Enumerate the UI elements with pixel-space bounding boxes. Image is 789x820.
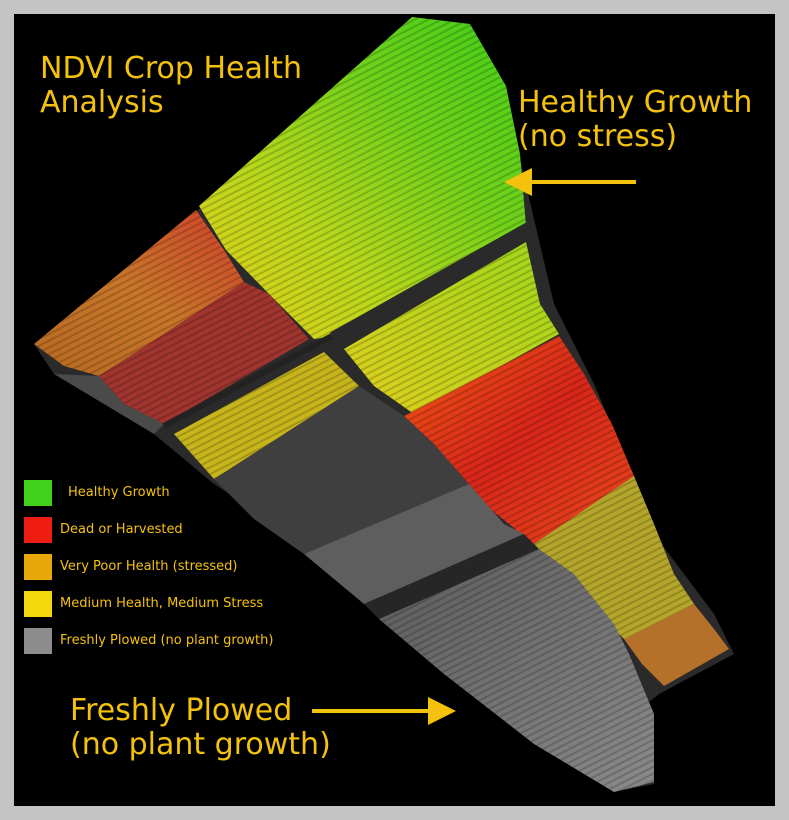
legend-item-poor: Very Poor Health (stressed) [24, 554, 344, 584]
callout-plowed-line1: Freshly Plowed [70, 693, 293, 728]
field-road-1 [330, 222, 530, 340]
legend-swatch-healthy [24, 480, 52, 506]
legend-item-healthy: Healthy Growth [24, 480, 344, 510]
callout-plowed-line2: (no plant growth) [70, 727, 331, 762]
field-zone-plowed-dark [214, 386, 469, 554]
map-title-line1: NDVI Crop Health [40, 51, 302, 86]
callout-plowed: Freshly Plowed (no plant growth) [70, 694, 331, 762]
legend-label-poor: Very Poor Health (stressed) [60, 559, 238, 574]
field-zone-plowed-middle [304, 484, 524, 604]
field-channel [364, 534, 539, 619]
legend-swatch-plowed [24, 628, 52, 654]
legend-item-plowed: Freshly Plowed (no plant growth) [24, 628, 344, 658]
legend-label-dead: Dead or Harvested [60, 522, 183, 537]
callout-healthy-line2: (no stress) [518, 119, 678, 154]
map-title: NDVI Crop Health Analysis [40, 52, 302, 120]
field-zone-plowed-left [54, 374, 164, 434]
legend-label-medium: Medium Health, Medium Stress [60, 596, 264, 611]
field-road-2 [162, 333, 334, 429]
map-title-line2: Analysis [40, 85, 164, 120]
arrow-healthy [504, 168, 636, 196]
legend-swatch-dead [24, 517, 52, 543]
legend-label-healthy: Healthy Growth [68, 485, 170, 500]
map-panel: NDVI Crop Health Analysis Healthy Growth… [14, 14, 775, 806]
field-zone-stressed-right [624, 604, 729, 686]
field-map [34, 17, 734, 792]
arrow-plowed [312, 697, 456, 725]
legend-swatch-medium [24, 591, 52, 617]
legend-item-dead: Dead or Harvested [24, 517, 344, 547]
legend-label-plowed: Freshly Plowed (no plant growth) [60, 633, 274, 648]
callout-healthy-line1: Healthy Growth [518, 85, 753, 120]
legend-swatch-poor [24, 554, 52, 580]
legend-item-medium: Medium Health, Medium Stress [24, 591, 344, 621]
callout-healthy: Healthy Growth (no stress) [518, 86, 752, 154]
